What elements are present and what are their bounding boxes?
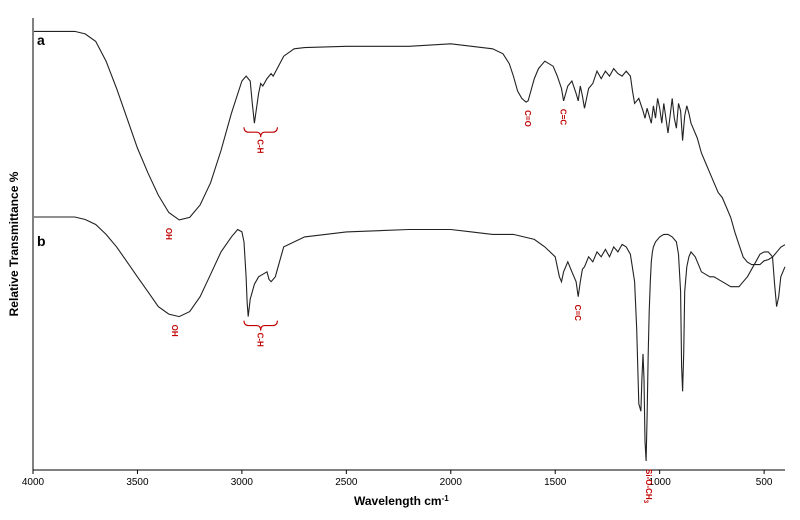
spectrum-line-a <box>34 30 786 266</box>
annotation-c-h: C-H <box>243 320 278 347</box>
annotation-label: C=C <box>559 109 568 125</box>
x-tick-label: 1000 <box>649 477 672 488</box>
annotation-label: C-H <box>256 139 265 153</box>
annotation-oh: OH <box>164 228 173 240</box>
annotation-label: OH <box>164 228 173 240</box>
x-tick-label: 2500 <box>335 477 358 488</box>
x-tick-label: 500 <box>756 477 773 488</box>
x-tick-label: 2000 <box>440 477 463 488</box>
spectra <box>34 30 786 462</box>
x-axis-title: Wavelength cm-1 <box>354 494 449 508</box>
annotation-oh: OH <box>170 325 179 337</box>
panel-label-a: a <box>37 32 45 48</box>
annotation-subscript: 3 <box>642 500 648 504</box>
x-tick-label: 3500 <box>126 477 149 488</box>
panel-label-b: b <box>37 233 46 249</box>
x-tick-label: 4000 <box>22 477 45 488</box>
x-tick-label: 3000 <box>231 477 254 488</box>
annotation-c-c: C=C <box>559 109 568 125</box>
axes <box>32 18 785 471</box>
annotation-c-h: C-H <box>243 127 278 154</box>
spectrum-line-b <box>34 216 786 462</box>
x-ticks: 4000 3500 3000 2500 2000 1500 1000 500 <box>22 470 773 488</box>
annotation-label: Si-O-CH3 <box>642 469 653 504</box>
annotation-c-o: C=O <box>523 110 532 127</box>
x-axis-title-text: Wavelength cm <box>354 494 442 508</box>
axis-titles: Wavelength cm-1 Relative Transmittance % <box>7 171 449 508</box>
y-axis-title: Relative Transmittance % <box>7 171 21 316</box>
x-axis-title-superscript: -1 <box>442 494 450 503</box>
annotation-c-c: C=C <box>573 305 582 321</box>
annotations: a OH C-H C=O C=C b OH C-H C=C Si-O-CH3 <box>37 32 653 504</box>
annotation-label: OH <box>170 325 179 337</box>
annotation-label: C=O <box>523 110 532 127</box>
annotation-label: C-H <box>256 333 265 347</box>
annotation-si-o-ch: Si-O-CH3 <box>642 469 653 504</box>
c-h-brace <box>243 127 278 138</box>
annotation-label: C=C <box>573 305 582 321</box>
x-tick-label: 1500 <box>544 477 567 488</box>
c-h-brace <box>243 320 278 331</box>
